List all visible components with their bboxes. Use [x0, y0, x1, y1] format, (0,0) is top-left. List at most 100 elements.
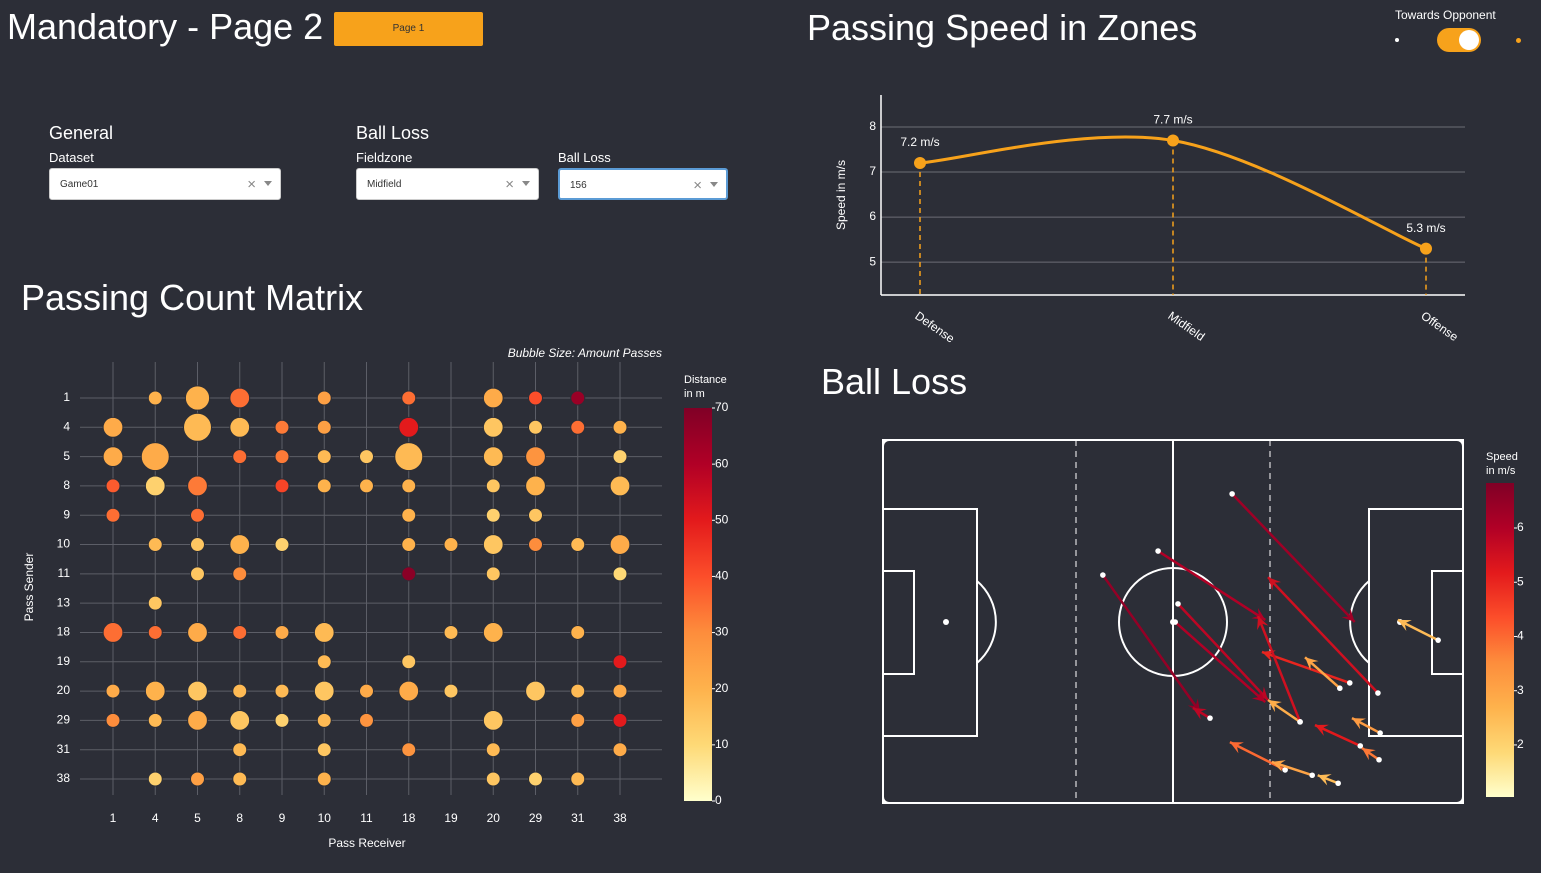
bubble: [485, 566, 501, 582]
y-tick-label: 1: [63, 390, 70, 404]
penalty-box: [882, 508, 978, 737]
chart-title: Passing Count Matrix: [21, 277, 364, 318]
toggle-knob: [1459, 30, 1479, 50]
dropdown[interactable]: Midfield ×: [356, 168, 539, 200]
bubble: [609, 534, 631, 555]
bubble: [190, 771, 205, 787]
bubble: [232, 742, 248, 758]
pass-start: [1175, 601, 1181, 607]
pass-line: [1101, 574, 1202, 713]
arrow-head: [1268, 699, 1282, 713]
colorbar-tick-label: 5: [1517, 574, 1524, 588]
filter-heading: Ball Loss: [356, 123, 430, 143]
pass-start: [1346, 680, 1353, 686]
bubble: [482, 416, 504, 438]
bubble: [401, 537, 417, 553]
bubble: [232, 771, 248, 787]
y-tick-label: 20: [57, 683, 71, 697]
y-tick-label: 19: [57, 654, 71, 668]
bubble: [147, 537, 163, 553]
pass-line: [1304, 656, 1341, 690]
pass-start: [1172, 619, 1179, 625]
clear-icon[interactable]: ×: [693, 177, 702, 194]
y-tick-label: 7: [869, 164, 876, 178]
bubble: [570, 390, 586, 406]
page-button[interactable]: Page 1: [334, 12, 483, 46]
arrow-head: [1257, 616, 1269, 631]
arrow-head: [1314, 724, 1329, 736]
arrow-head: [1261, 650, 1276, 662]
x-tick-label: 31: [571, 811, 585, 825]
pass-start: [1337, 685, 1343, 692]
y-tick-label: 5: [869, 254, 876, 268]
bubble: [105, 478, 121, 494]
bubble: [316, 771, 332, 787]
bubble: [313, 622, 335, 643]
y-tick-label: 8: [63, 478, 70, 492]
filter-label: Ball Loss: [558, 150, 611, 165]
bubble: [140, 442, 170, 472]
dropdown-value: 156: [570, 180, 587, 191]
x-axis-label: Pass Receiver: [328, 836, 405, 850]
y-tick-label: 11: [58, 566, 71, 580]
colorbar-title: Speed in m/s: [1486, 451, 1518, 477]
bubble: [102, 446, 124, 468]
bubble: [528, 537, 543, 553]
bubble: [401, 390, 417, 406]
y-tick-label: 9: [63, 507, 70, 521]
bubble: [229, 416, 251, 438]
bubble: [102, 622, 124, 643]
colorbar-title: Distance in m: [684, 374, 727, 400]
colorbar-tick-label: 6: [1517, 520, 1524, 534]
bubble: [485, 478, 501, 494]
arrow-head: [1251, 607, 1266, 620]
bubble: [232, 624, 248, 640]
bubble: [528, 771, 543, 787]
bubble: [187, 680, 208, 702]
clear-icon[interactable]: ×: [247, 176, 256, 193]
bubble: [570, 683, 586, 699]
arrow-head: [1268, 577, 1282, 591]
bubble: [612, 654, 628, 670]
pass-start: [1309, 772, 1315, 779]
bubble: [274, 683, 290, 699]
point: [1420, 242, 1432, 255]
bubble: [147, 712, 163, 728]
bubble: [443, 683, 459, 699]
bubble: [274, 478, 290, 494]
bubble: [528, 390, 543, 406]
clear-icon[interactable]: ×: [505, 176, 514, 193]
bubble: [187, 475, 208, 497]
colorbar-tick-label: 40: [715, 569, 729, 583]
bubble: [525, 680, 546, 702]
bubble: [612, 683, 628, 699]
value-label: 5.3 m/s: [1406, 221, 1445, 235]
bubble: [570, 537, 586, 553]
bubble: [401, 742, 417, 758]
pass-start: [1282, 767, 1288, 773]
bubble: [232, 566, 248, 582]
colorbar-tick-label: 70: [715, 400, 729, 414]
dropdown-value: Game01: [60, 179, 99, 190]
bubble: [187, 709, 208, 731]
x-tick-label: 29: [529, 811, 543, 825]
y-tick-label: 5: [63, 449, 70, 463]
pass-start: [1297, 719, 1303, 725]
x-tick-label: 9: [279, 811, 286, 825]
dropdown[interactable]: 156 ×: [558, 168, 728, 200]
bubble: [528, 419, 543, 435]
bubble: [229, 709, 251, 731]
x-tick-label: 38: [613, 811, 627, 825]
pass-line: [1314, 723, 1361, 748]
arrow-head: [1317, 774, 1332, 786]
pass-start: [1100, 572, 1106, 578]
toggle-switch[interactable]: [1437, 28, 1481, 52]
bubble: [190, 537, 205, 553]
dropdown-value: Midfield: [367, 179, 402, 190]
x-tick-label: 1: [110, 811, 117, 825]
y-tick-label: 6: [869, 209, 876, 223]
dropdown[interactable]: Game01 ×: [49, 168, 281, 200]
penalty-box: [1368, 508, 1464, 737]
pass-start: [1335, 780, 1341, 787]
x-tick-label: 8: [236, 811, 243, 825]
